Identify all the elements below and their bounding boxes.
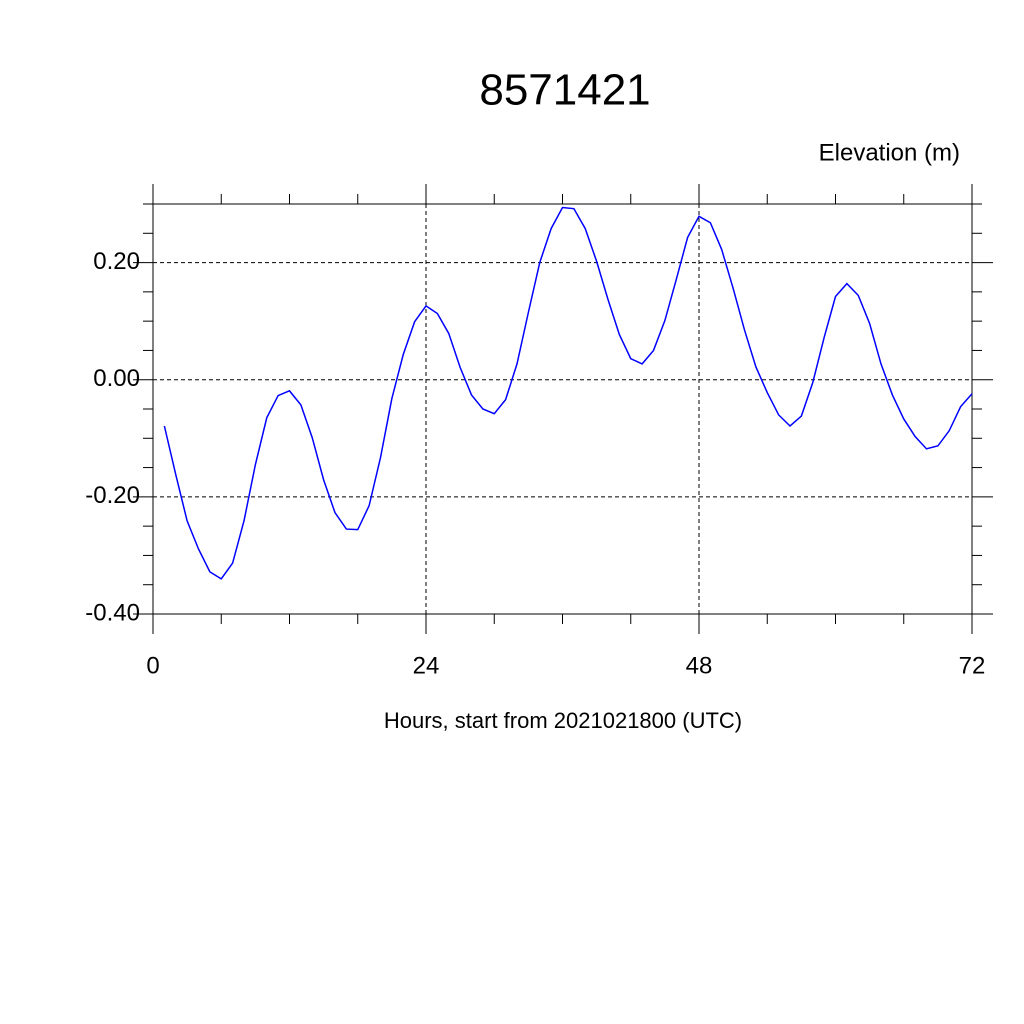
x-tick-label: 24	[413, 652, 440, 679]
x-tick-label: 72	[959, 652, 986, 679]
x-tick-label: 0	[146, 652, 159, 679]
x-axis-label: Hours, start from 2021021800 (UTC)	[384, 708, 742, 733]
y-tick-label: -0.40	[85, 599, 140, 626]
x-tick-label: 48	[686, 652, 713, 679]
data-line	[163, 206, 973, 580]
chart-title: 8571421	[479, 66, 650, 115]
y-tick-label: 0.00	[93, 365, 140, 392]
y-tick-label: -0.20	[85, 482, 140, 509]
plot-frame	[152, 203, 973, 615]
y-axis-label: Elevation (m)	[819, 139, 960, 166]
y-tick-label: 0.20	[93, 248, 140, 275]
